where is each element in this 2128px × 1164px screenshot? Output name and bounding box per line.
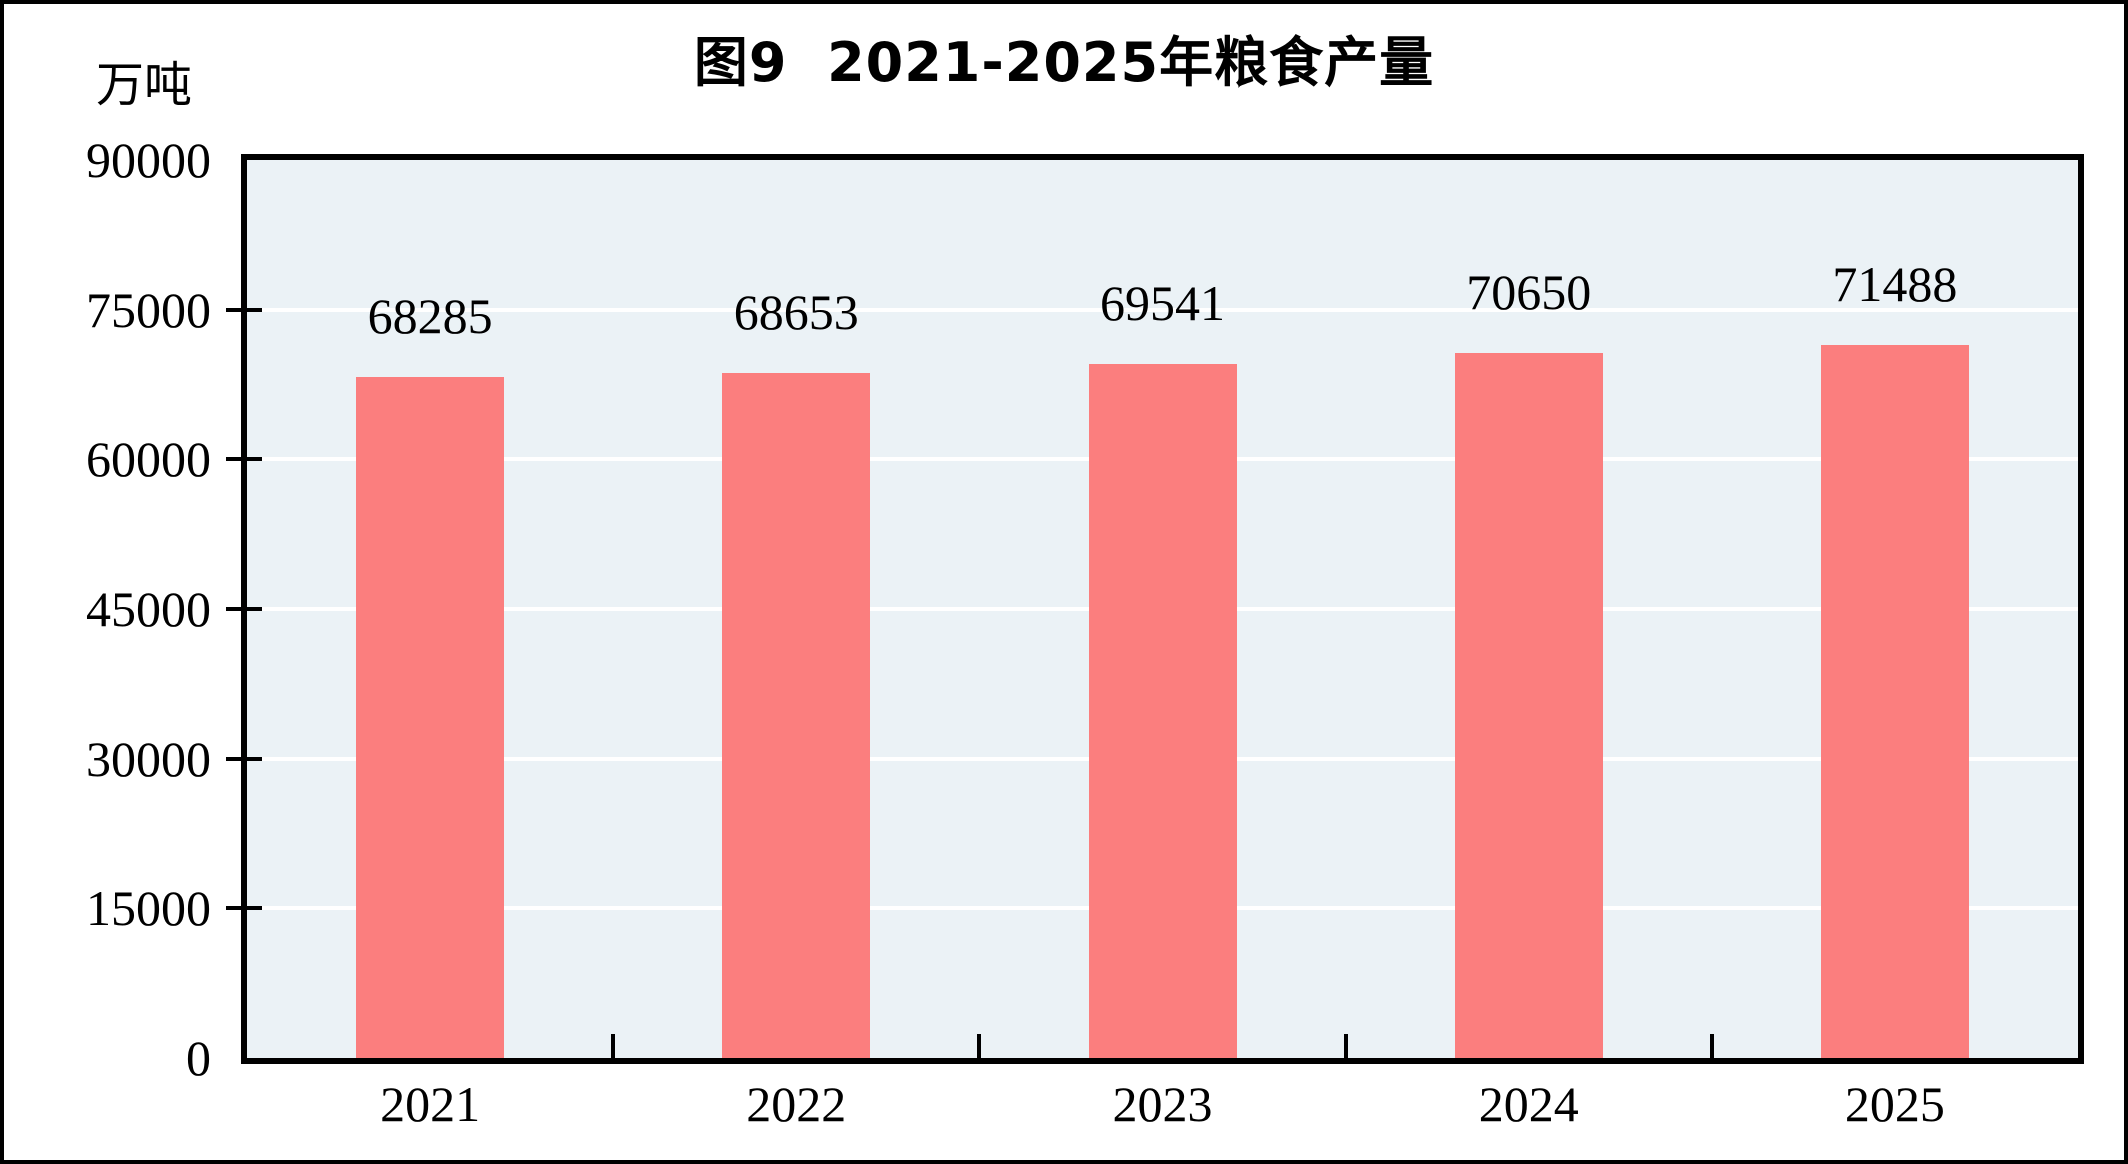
y-axis-label-30000: 30000	[86, 730, 211, 787]
bar-value-label-2021: 68285	[367, 287, 493, 344]
chart-title: 图9 2021-2025年粮食产量	[693, 31, 1435, 94]
bar-2022	[722, 373, 871, 1058]
bar-2023	[1088, 364, 1237, 1058]
bar-2024	[1454, 353, 1603, 1058]
y-axis-unit-label: 万吨	[95, 59, 192, 112]
x-axis-tick	[1709, 1034, 1714, 1058]
y-axis-label-15000: 15000	[86, 880, 211, 937]
bar-2025	[1820, 344, 1969, 1058]
y-axis-tick	[226, 607, 262, 611]
x-axis-label-2022: 2022	[746, 1076, 847, 1132]
plot-area: 68285 68653 69541 70650 71488	[241, 154, 2084, 1064]
bar-value-label-2022: 68653	[733, 284, 859, 340]
y-axis-tick	[226, 756, 262, 761]
y-axis-tick	[226, 307, 262, 312]
y-axis-tick	[226, 457, 262, 462]
gridline-75000	[247, 307, 2078, 312]
bar-2021	[356, 376, 505, 1058]
bar-value-label-2024: 70650	[1466, 264, 1592, 321]
bar-value-label-2023: 69541	[1100, 275, 1225, 332]
y-axis-label-90000: 90000	[86, 132, 211, 188]
y-axis-label-75000: 75000	[86, 281, 211, 338]
y-axis-label-0: 0	[186, 1030, 211, 1086]
x-axis-tick	[1343, 1034, 1348, 1058]
y-axis-label-45000: 45000	[86, 581, 211, 637]
x-axis-tick	[977, 1034, 982, 1058]
y-axis-tick	[226, 906, 262, 911]
y-axis-label-60000: 60000	[86, 431, 211, 488]
x-axis-label-2024: 2024	[1478, 1076, 1579, 1132]
x-axis-label-2025: 2025	[1844, 1076, 1945, 1132]
x-axis-tick	[611, 1034, 616, 1058]
x-axis-label-2023: 2023	[1112, 1076, 1213, 1132]
bar-value-label-2025: 71488	[1832, 255, 1958, 312]
x-axis-label-2021: 2021	[380, 1076, 481, 1132]
